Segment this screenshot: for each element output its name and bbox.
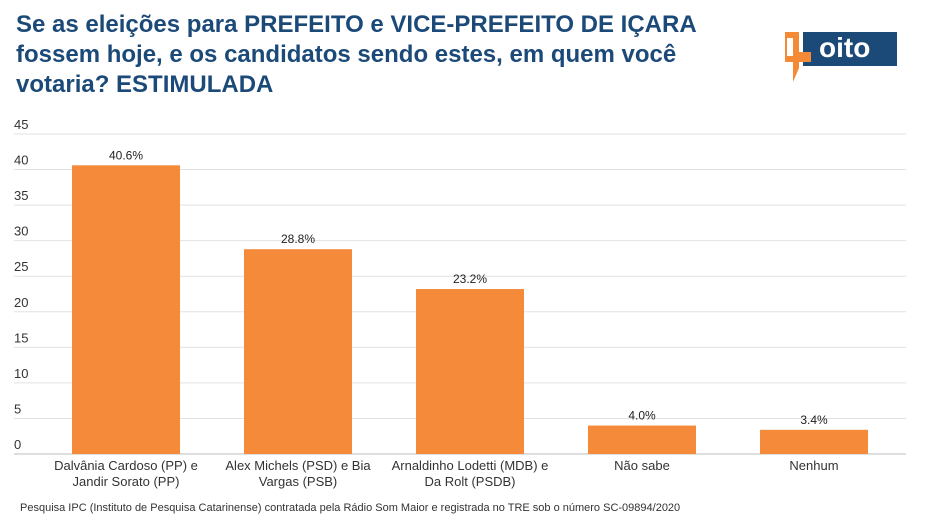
y-tick-label: 25 xyxy=(14,259,28,274)
axis-labels: 0 5 10 15 20 25 30 35 40 45 Dalvânia Cardoso (PP) … xyxy=(14,120,839,489)
x-tick-label: Dalvânia Cardoso (PP) e Jandir Sorato (PP… xyxy=(54,458,198,489)
x-tick-label: Arnaldinho Lodetti (MDB) e Da Rolt (PSDB) xyxy=(392,458,549,489)
bar-value-labels: 40.6% 28.8% 23.2% 4.0% 3.4% xyxy=(109,148,828,427)
data-label: 40.6% xyxy=(109,148,143,162)
y-tick-label: 15 xyxy=(14,330,28,345)
x-tick-label: Não sabe xyxy=(614,458,670,473)
bars xyxy=(72,165,868,454)
chart-title: Se as eleições para PREFEITO e VICE-PREF… xyxy=(16,11,696,98)
x-tick-label: Alex Michels (PSD) e Bia Vargas (PSB) xyxy=(225,458,371,489)
bar xyxy=(760,429,868,454)
y-tick-label: 0 xyxy=(14,437,21,452)
x-tick-label: Nenhum xyxy=(789,458,838,473)
data-label: 3.4% xyxy=(800,413,828,427)
bar xyxy=(416,289,524,454)
y-tick-label: 10 xyxy=(14,366,28,381)
y-tick-label: 35 xyxy=(14,188,28,203)
y-tick-label: 45 xyxy=(14,120,28,132)
y-tick-label: 20 xyxy=(14,295,28,310)
y-tick-label: 5 xyxy=(14,401,21,416)
y-tick-label: 40 xyxy=(14,153,28,168)
bar xyxy=(588,425,696,454)
logo-box xyxy=(803,32,897,66)
data-label: 23.2% xyxy=(453,272,487,286)
bar-chart: 40.6% 28.8% 23.2% 4.0% 3.4% 0 5 10 15 20 25 30 35 40… xyxy=(14,120,906,489)
brand-logo: oito xyxy=(781,28,901,84)
y-tick-label: 30 xyxy=(14,224,28,239)
data-label: 4.0% xyxy=(628,409,656,423)
bar xyxy=(244,249,352,454)
logo-four-icon xyxy=(785,32,811,82)
data-label: 28.8% xyxy=(281,232,315,246)
bar xyxy=(72,165,180,454)
logo-text: oito xyxy=(819,32,871,63)
source-footnote: Pesquisa IPC (Instituto de Pesquisa Cata… xyxy=(20,502,681,514)
